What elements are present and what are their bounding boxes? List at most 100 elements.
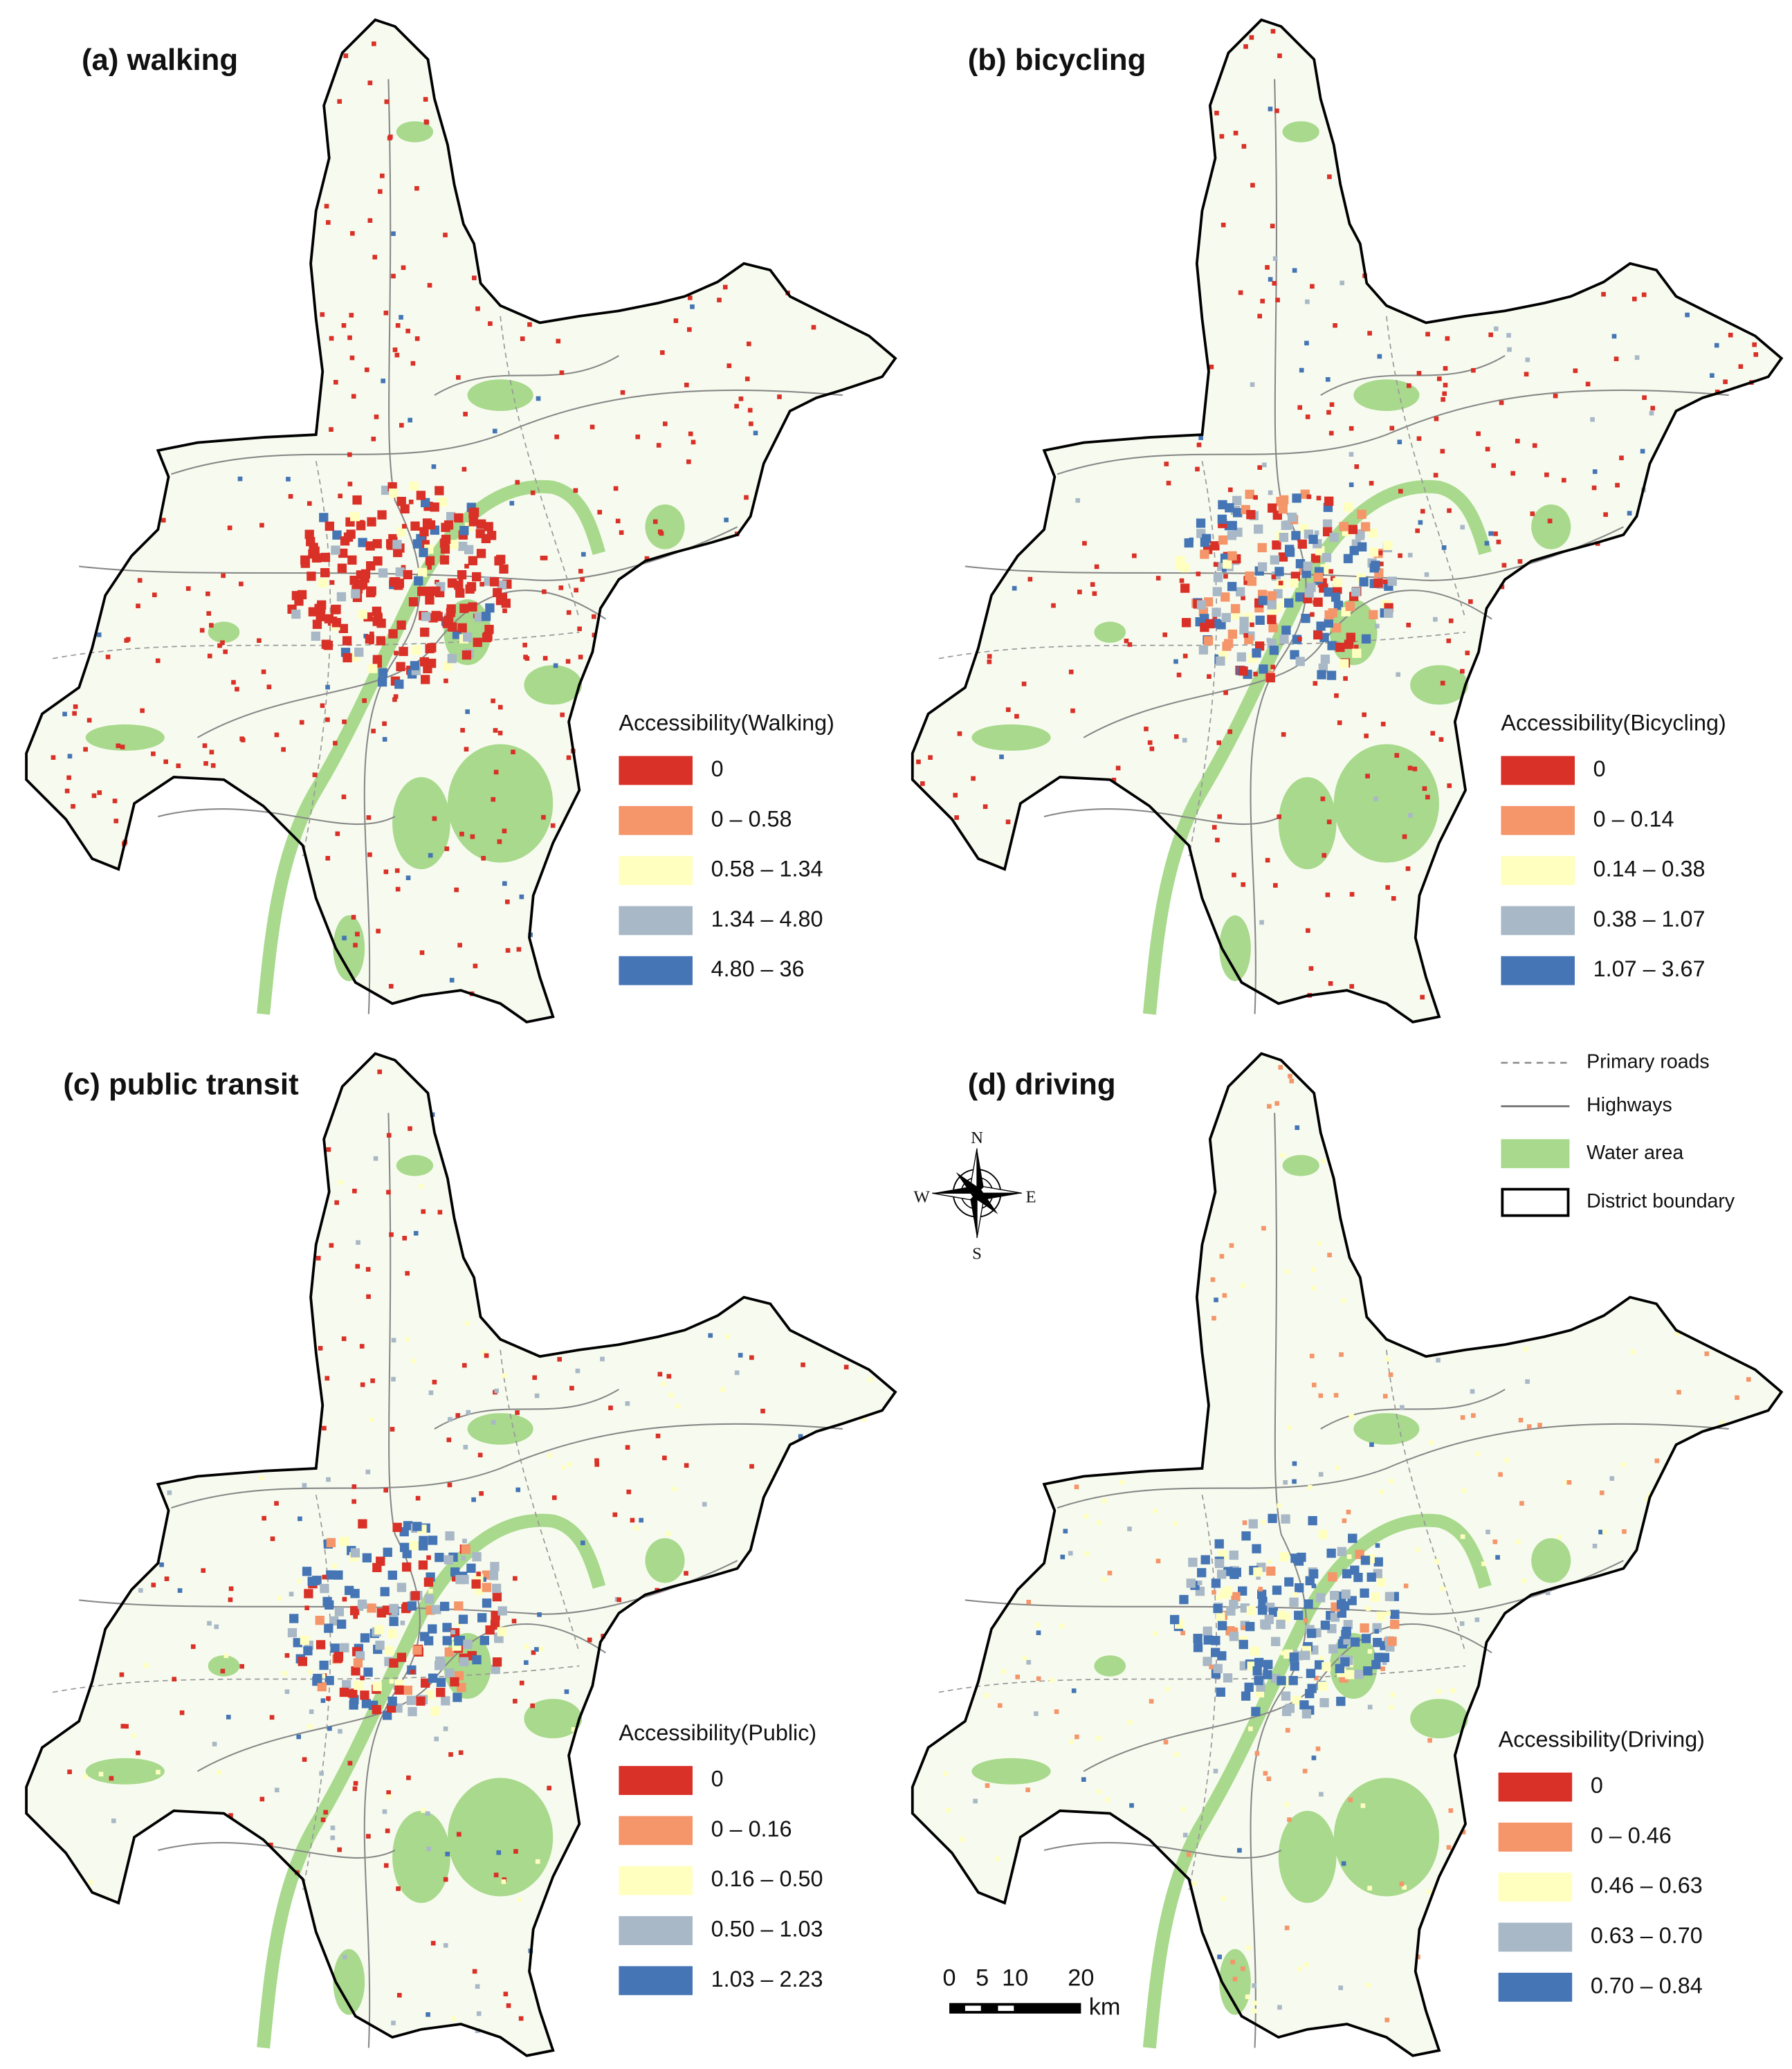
grid-cell <box>382 737 387 742</box>
grid-cell <box>421 675 430 684</box>
grid-cell <box>1230 1960 1236 1965</box>
grid-cell <box>353 942 358 948</box>
water-area <box>333 915 365 981</box>
grid-cell <box>1212 587 1222 596</box>
grid-cell <box>1241 144 1247 149</box>
grid-cell <box>1257 465 1263 470</box>
grid-cell <box>393 547 403 558</box>
grid-cell <box>414 336 420 341</box>
grid-cell <box>51 755 56 760</box>
grid-cell <box>717 298 722 302</box>
legend-swatch <box>619 1866 693 1895</box>
grid-cell <box>1193 1643 1203 1652</box>
legend-swatch <box>619 956 693 985</box>
water-area <box>971 724 1051 751</box>
grid-cell <box>1223 1673 1233 1683</box>
grid-cell <box>535 1859 540 1864</box>
grid-cell <box>385 1646 394 1655</box>
grid-cell <box>1471 367 1476 373</box>
grid-cell <box>1229 1632 1239 1641</box>
grid-cell <box>1278 552 1288 562</box>
grid-cell <box>497 1627 507 1637</box>
grid-cell <box>446 1437 452 1443</box>
grid-cell <box>338 1180 343 1185</box>
grid-cell <box>1403 1583 1409 1589</box>
grid-cell <box>1460 668 1465 674</box>
grid-cell <box>391 273 396 279</box>
grid-cell <box>1005 819 1011 825</box>
map-panel <box>25 1052 897 2057</box>
grid-cell <box>1245 1621 1255 1632</box>
grid-cell <box>1470 1389 1475 1394</box>
grid-cell <box>1272 256 1278 261</box>
grid-cell <box>1592 469 1598 474</box>
grid-cell <box>452 1693 462 1702</box>
grid-cell <box>335 831 340 837</box>
water-area <box>1410 665 1468 705</box>
grid-cell <box>352 1188 357 1194</box>
grid-cell <box>329 580 335 585</box>
grid-cell <box>1179 1594 1189 1605</box>
grid-cell <box>1233 130 1238 136</box>
grid-cell <box>798 1434 803 1439</box>
grid-cell <box>541 814 546 820</box>
grid-cell <box>1406 383 1411 388</box>
grid-cell <box>1294 1610 1304 1621</box>
grid-cell <box>1257 543 1267 553</box>
grid-cell <box>1287 512 1297 522</box>
grid-cell <box>1304 588 1314 598</box>
grid-cell <box>441 534 451 545</box>
grid-cell <box>262 1515 266 1521</box>
grid-cell <box>304 1605 310 1610</box>
grid-cell <box>120 1724 126 1729</box>
grid-cell <box>1402 1885 1407 1890</box>
grid-cell <box>327 1726 332 1731</box>
legend-label: 0 <box>1591 1773 1603 1798</box>
grid-cell <box>1438 737 1444 742</box>
grid-cell <box>1292 1461 1297 1466</box>
grid-cell <box>1290 1553 1300 1563</box>
grid-cell <box>1164 462 1169 466</box>
grid-cell <box>1371 1659 1381 1670</box>
grid-cell <box>1317 1241 1322 1246</box>
grid-cell <box>394 680 404 689</box>
grid-cell <box>177 1588 183 1593</box>
grid-cell <box>341 794 347 799</box>
grid-cell <box>396 1652 407 1662</box>
grid-cell <box>360 569 371 578</box>
grid-cell <box>223 1653 229 1659</box>
grid-cell <box>1491 463 1497 468</box>
grid-cell <box>1284 1802 1290 1807</box>
water-area <box>448 1778 554 1897</box>
grid-cell <box>1468 599 1473 604</box>
water-area <box>85 1758 165 1785</box>
grid-cell <box>1243 632 1249 638</box>
grid-cell <box>425 1811 430 1816</box>
grid-cell <box>1447 508 1452 513</box>
grid-cell <box>1260 298 1265 304</box>
grid-cell <box>1615 482 1620 488</box>
grid-cell <box>1440 680 1445 686</box>
grid-cell <box>1374 1629 1380 1634</box>
grid-cell <box>1211 1636 1220 1646</box>
grid-cell <box>749 1464 754 1469</box>
grid-cell <box>1124 638 1129 644</box>
grid-cell <box>1244 1682 1254 1692</box>
grid-cell <box>492 1592 502 1602</box>
grid-cell <box>1299 367 1304 373</box>
grid-cell <box>1348 1797 1353 1803</box>
grid-cell <box>542 655 548 661</box>
grid-cell <box>383 1863 389 1868</box>
grid-cell <box>1389 426 1395 431</box>
primary-road <box>302 1494 331 1890</box>
grid-cell <box>124 1724 129 1729</box>
grid-cell <box>1241 1625 1246 1630</box>
grid-cell <box>1525 1379 1530 1384</box>
legend-label: 0.16 – 0.50 <box>711 1866 823 1891</box>
grid-cell <box>1346 632 1355 642</box>
grid-cell <box>738 396 744 401</box>
grid-cell <box>421 1808 426 1813</box>
grid-cell <box>1650 405 1656 411</box>
grid-cell <box>1348 426 1354 431</box>
grid-cell <box>471 1497 476 1502</box>
